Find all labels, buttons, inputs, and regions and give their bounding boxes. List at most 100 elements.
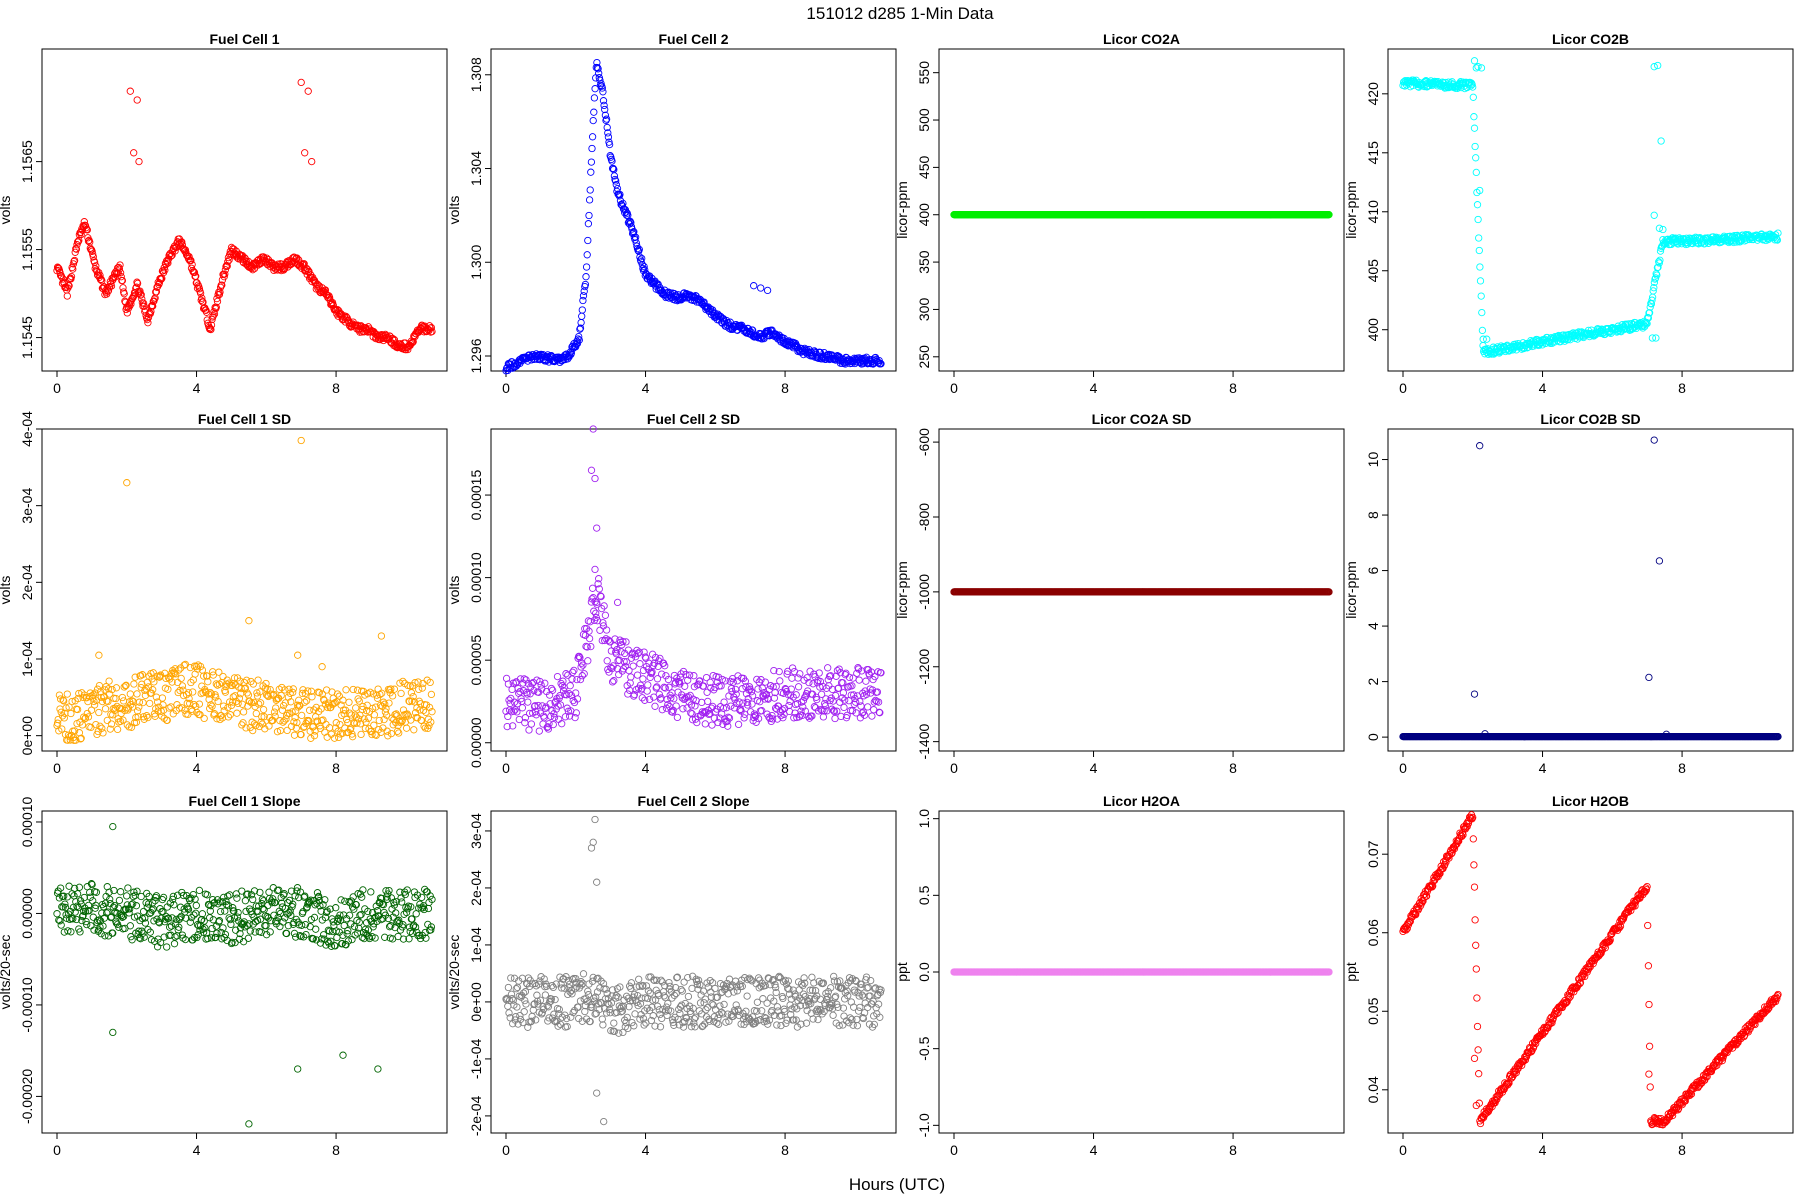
data-point: [1472, 154, 1480, 162]
data-point: [190, 268, 199, 277]
y-axis-label: volts: [446, 576, 462, 605]
data-point: [333, 310, 341, 318]
data-point: [609, 164, 617, 173]
data-point: [155, 279, 164, 287]
data-point: [428, 327, 436, 336]
data-point: [301, 698, 309, 706]
data-point: [89, 250, 97, 258]
data-point: [632, 239, 640, 247]
y-tick-label: 1.300: [468, 245, 484, 280]
data-point: [219, 672, 227, 681]
y-tick-label: 420: [1365, 82, 1381, 106]
outlier-point: [1655, 224, 1664, 232]
data-point: [599, 88, 607, 96]
data-point: [1475, 246, 1483, 255]
data-point: [157, 275, 165, 283]
data-point: [1476, 263, 1484, 271]
data-point: [1477, 292, 1485, 300]
data-point: [345, 698, 353, 706]
data-point: [100, 283, 108, 291]
series-markers: [502, 425, 885, 735]
data-point: [118, 276, 127, 285]
data-point: [580, 287, 588, 295]
y-tick-label: 6: [1365, 566, 1381, 574]
series-markers: [950, 211, 1333, 219]
outlier-point: [377, 632, 386, 640]
data-point: [1472, 168, 1480, 177]
data-point: [167, 252, 176, 260]
data-point: [590, 94, 599, 102]
y-tick-label: 1.1555: [19, 228, 35, 271]
data-point: [137, 291, 145, 299]
y-axis-label: volts: [0, 196, 13, 225]
data-point: [186, 663, 194, 672]
data-point: [588, 144, 596, 153]
data-point: [618, 201, 626, 209]
data-point: [535, 727, 543, 735]
y-tick-label: 3e-04: [19, 488, 35, 524]
data-point: [83, 225, 91, 234]
x-tick-label: 4: [1539, 760, 1547, 776]
y-axis: -1400-1200-1000-800-600: [916, 428, 939, 760]
data-point: [658, 706, 666, 714]
data-point: [583, 251, 591, 259]
data-point: [280, 265, 288, 273]
data-point: [146, 308, 154, 317]
data-point: [105, 677, 113, 685]
data-point: [555, 715, 563, 723]
y-tick-label: 405: [1365, 259, 1381, 283]
panel-title: Licor CO2A SD: [1092, 411, 1192, 427]
data-point: [70, 256, 79, 265]
panel-title: Licor CO2B SD: [1540, 411, 1640, 427]
data-point: [189, 688, 197, 696]
panel-title: Fuel Cell 2: [658, 31, 728, 47]
data-point: [644, 681, 652, 689]
x-tick-label: 0: [502, 380, 510, 396]
data-point: [76, 229, 84, 237]
data-point: [698, 698, 706, 707]
data-point: [636, 660, 644, 668]
panel-frame: [938, 48, 1345, 372]
x-tick-label: 4: [1090, 760, 1098, 776]
data-point: [588, 133, 597, 141]
data-point: [868, 712, 876, 720]
data-point: [72, 245, 80, 253]
data-point: [88, 247, 96, 255]
data-point: [313, 280, 322, 288]
outlier-point: [135, 157, 143, 166]
data-point: [585, 634, 594, 643]
data-point: [553, 672, 562, 681]
data-point: [595, 69, 603, 77]
data-point: [70, 257, 78, 266]
data-point: [556, 701, 565, 709]
data-point: [564, 671, 572, 679]
data-point: [600, 101, 608, 110]
x-tick-label: 0: [1399, 380, 1407, 396]
x-tick-label: 8: [781, 760, 789, 776]
data-point: [651, 702, 659, 710]
data-point: [177, 674, 185, 683]
series-markers: [53, 78, 436, 354]
outlier-point: [318, 663, 326, 671]
data-point: [254, 676, 262, 684]
data-point: [115, 265, 124, 273]
panel-frame: [1387, 428, 1794, 752]
y-tick-label: 500: [916, 108, 932, 132]
data-point: [605, 140, 614, 149]
data-point: [593, 64, 602, 72]
data-point: [103, 716, 111, 725]
data-point: [594, 65, 602, 73]
data-point: [831, 714, 839, 723]
data-point: [113, 725, 122, 734]
data-point: [598, 84, 606, 92]
y-tick-label: -1400: [916, 724, 932, 760]
figure-x-axis-label: Hours (UTC): [849, 1175, 945, 1194]
data-point: [658, 670, 666, 678]
outlier-point: [757, 284, 765, 292]
x-tick-label: 8: [1678, 380, 1686, 396]
